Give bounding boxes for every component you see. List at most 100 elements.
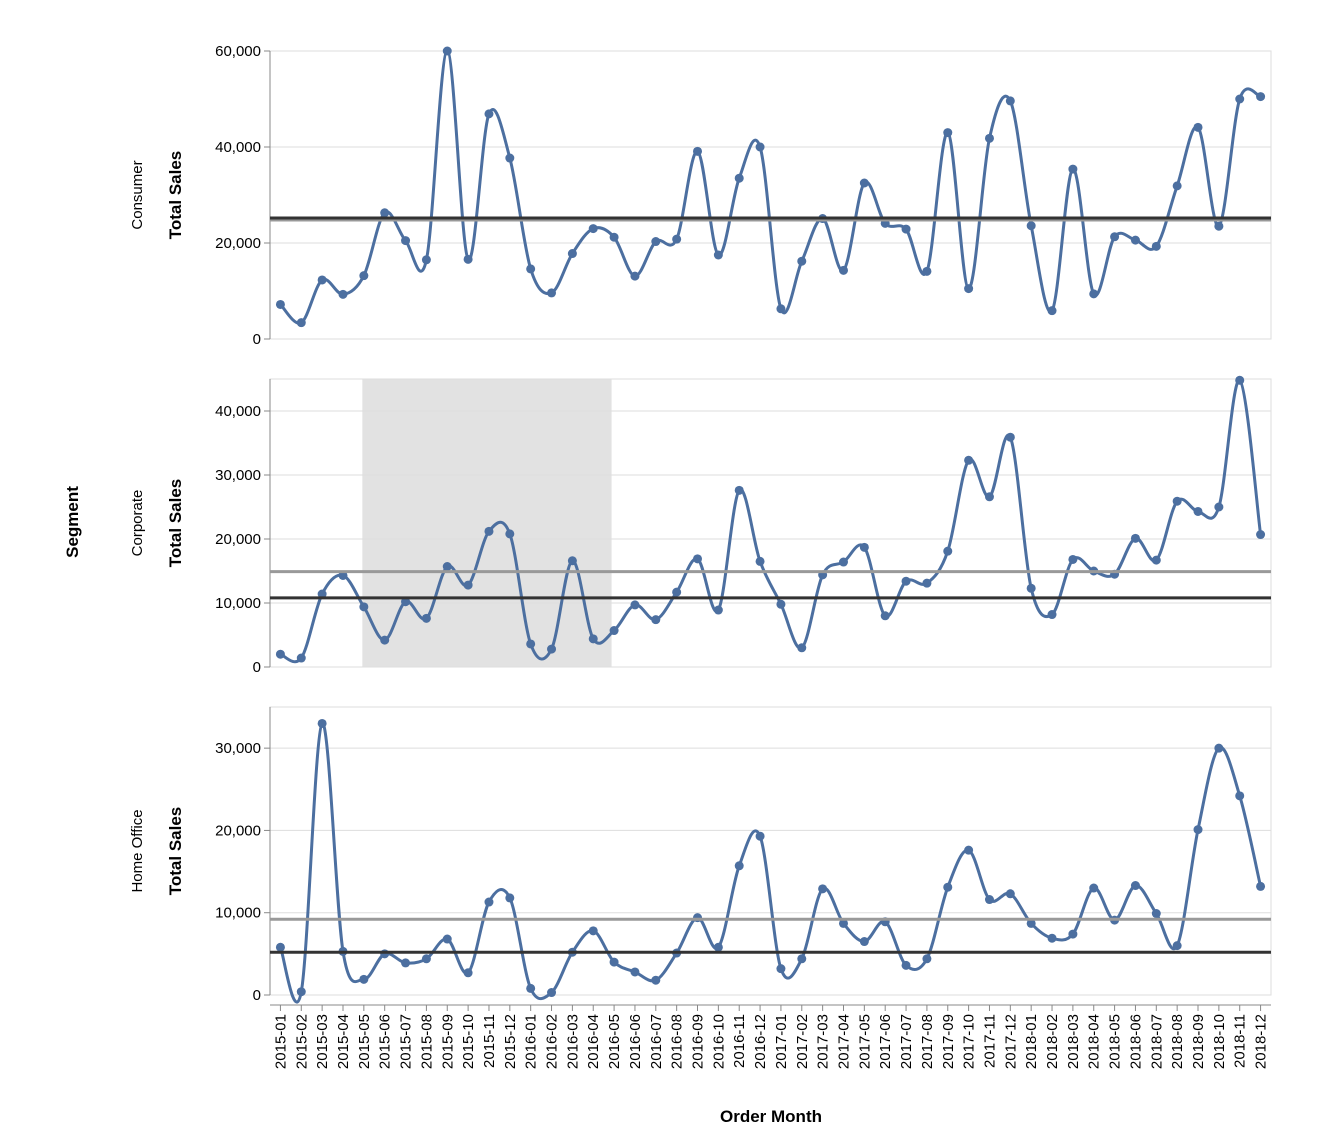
- x-tick-label: 2015-05: [356, 1014, 373, 1069]
- data-point: [964, 284, 974, 294]
- x-tick-label: 2016-12: [752, 1014, 769, 1069]
- data-point: [547, 644, 557, 654]
- x-tick-label: 2018-06: [1127, 1014, 1144, 1069]
- data-point: [1130, 235, 1140, 245]
- data-point: [713, 942, 723, 952]
- data-point: [442, 562, 452, 572]
- data-point: [1110, 232, 1120, 242]
- data-point: [421, 613, 431, 623]
- x-tick-label: 2017-01: [773, 1014, 790, 1069]
- x-tick-label: 2017-10: [961, 1014, 978, 1069]
- data-point: [484, 109, 494, 119]
- data-point: [588, 224, 598, 234]
- data-point: [713, 250, 723, 260]
- row-title: Corporate: [129, 490, 146, 557]
- data-point: [776, 304, 786, 314]
- data-point: [567, 556, 577, 566]
- y-tick-label: 30,000: [215, 467, 261, 484]
- x-tick-label: 2018-08: [1169, 1014, 1186, 1069]
- data-point: [275, 299, 285, 309]
- data-point: [713, 605, 723, 615]
- x-tick-label: 2015-04: [335, 1014, 352, 1069]
- x-tick-label: 2016-03: [564, 1014, 581, 1069]
- x-tick-label: 2018-02: [1044, 1014, 1061, 1069]
- data-point: [1235, 94, 1245, 104]
- data-point: [1026, 583, 1036, 593]
- data-point: [922, 954, 932, 964]
- x-tick-label: 2016-06: [627, 1014, 644, 1069]
- data-point: [964, 845, 974, 855]
- series-line: [279, 49, 1262, 325]
- data-point: [359, 602, 369, 612]
- x-tick-label: 2018-07: [1148, 1014, 1165, 1069]
- data-point: [505, 153, 515, 163]
- data-point: [296, 318, 306, 328]
- x-axis-title: Order Month: [720, 1107, 822, 1126]
- data-point: [421, 954, 431, 964]
- y-tick-label: 0: [253, 659, 261, 676]
- row-title: Home Office: [129, 809, 146, 892]
- x-tick-label: 2016-11: [731, 1014, 748, 1068]
- data-point: [630, 967, 640, 977]
- data-point: [734, 861, 744, 871]
- data-point: [1151, 909, 1161, 919]
- data-point: [1193, 506, 1203, 516]
- data-point: [442, 934, 452, 944]
- x-tick-label: 2017-08: [919, 1014, 936, 1069]
- data-point: [1235, 791, 1245, 801]
- y-tick-label: 10,000: [215, 595, 261, 612]
- data-point: [859, 542, 869, 552]
- y-tick-label: 30,000: [215, 740, 261, 757]
- data-point: [1089, 883, 1099, 893]
- data-point: [609, 232, 619, 242]
- data-point: [797, 954, 807, 964]
- x-tick-label: 2016-08: [669, 1014, 686, 1069]
- x-tick-label: 2017-03: [815, 1014, 832, 1069]
- data-point: [380, 949, 390, 959]
- data-point: [1214, 221, 1224, 231]
- x-tick-label: 2015-03: [314, 1014, 331, 1069]
- data-point: [1130, 533, 1140, 543]
- data-point: [1256, 92, 1266, 102]
- data-point: [380, 635, 390, 645]
- data-point: [1172, 496, 1182, 506]
- data-point: [317, 589, 327, 599]
- y-tick-label: 20,000: [215, 822, 261, 839]
- y-tick-label: 40,000: [215, 403, 261, 420]
- data-point: [922, 578, 932, 588]
- data-point: [526, 983, 536, 993]
- data-point: [275, 942, 285, 952]
- data-point: [651, 615, 661, 625]
- data-point: [1214, 502, 1224, 512]
- data-point: [818, 884, 828, 894]
- data-point: [943, 546, 953, 556]
- data-point: [693, 913, 703, 923]
- data-point: [1005, 889, 1015, 899]
- data-point: [547, 288, 557, 298]
- x-tick-label: 2015-11: [481, 1014, 498, 1068]
- data-point: [984, 133, 994, 143]
- x-tick-label: 2017-06: [877, 1014, 894, 1069]
- x-tick-label: 2016-04: [585, 1014, 602, 1069]
- data-point: [838, 918, 848, 928]
- data-point: [547, 988, 557, 998]
- x-tick-label: 2017-04: [835, 1014, 852, 1069]
- data-point: [505, 893, 515, 903]
- x-tick-label: 2016-05: [606, 1014, 623, 1069]
- data-point: [1068, 164, 1078, 174]
- x-tick-label: 2016-07: [648, 1014, 665, 1069]
- y-tick-label: 40,000: [215, 139, 261, 156]
- x-tick-label: 2017-09: [940, 1014, 957, 1069]
- data-point: [984, 492, 994, 502]
- data-point: [317, 275, 327, 285]
- data-point: [984, 895, 994, 905]
- x-tick-label: 2018-09: [1190, 1014, 1207, 1069]
- data-point: [734, 173, 744, 183]
- data-point: [317, 718, 327, 728]
- data-point: [484, 526, 494, 536]
- data-point: [1047, 306, 1057, 316]
- x-tick-label: 2016-02: [544, 1014, 561, 1069]
- data-point: [672, 234, 682, 244]
- brush-selection: [361, 378, 613, 668]
- data-point: [296, 653, 306, 663]
